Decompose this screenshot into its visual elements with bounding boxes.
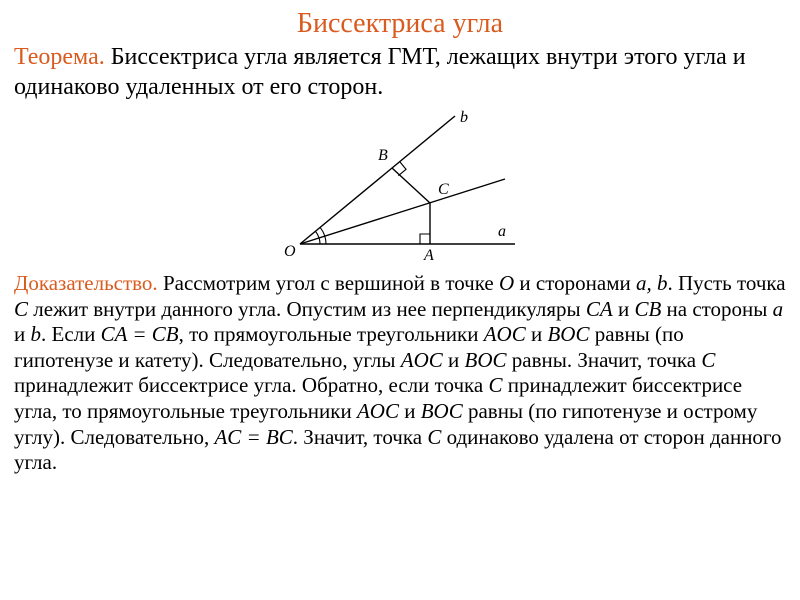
proof-fragment: . Пусть точка: [667, 271, 785, 295]
proof-fragment: и: [399, 399, 421, 423]
proof-fragment: и: [443, 348, 465, 372]
proof-fragment: . Если: [41, 322, 101, 346]
math-symbol: AOC: [357, 399, 399, 423]
proof-fragment: и: [613, 297, 635, 321]
proof-fragment: и: [526, 322, 548, 346]
page-title: Биссектриса угла: [14, 8, 786, 40]
math-symbol: BOC: [421, 399, 463, 423]
math-symbol: AC = BC: [214, 425, 292, 449]
math-symbol: BOC: [547, 322, 589, 346]
proof-fragment: принадлежит биссектрисе угла. Обратно, е…: [14, 373, 488, 397]
theorem-block: Теорема. Биссектриса угла является ГМТ, …: [14, 42, 786, 102]
theorem-text: Биссектриса угла является ГМТ, лежащих в…: [14, 44, 746, 100]
math-symbol: a: [773, 297, 784, 321]
math-symbol: C: [14, 297, 28, 321]
proof-fragment: , то прямоугольные треугольники: [179, 322, 484, 346]
svg-text:O: O: [284, 243, 296, 260]
proof-block: Доказательство. Рассмотрим угол с вершин…: [14, 271, 786, 476]
math-symbol: AOC: [401, 348, 443, 372]
math-symbol: CB: [634, 297, 661, 321]
math-symbol: b: [31, 322, 42, 346]
math-symbol: BOC: [465, 348, 507, 372]
math-symbol: CA = CB: [101, 322, 179, 346]
proof-fragment: лежит внутри данного угла. Опустим из не…: [28, 297, 586, 321]
math-symbol: CA: [586, 297, 613, 321]
figure-container: O A B Ca b: [14, 104, 786, 269]
svg-text:A: A: [423, 247, 434, 264]
math-symbol: C: [427, 425, 441, 449]
angle-bisector-figure: O A B Ca b: [270, 104, 530, 264]
proof-fragment: . Значит, точка: [293, 425, 428, 449]
svg-text:C: C: [438, 181, 449, 198]
math-symbol: a, b: [636, 271, 668, 295]
svg-text:b: b: [460, 109, 468, 126]
svg-text:a: a: [498, 223, 506, 240]
theorem-label: Теорема.: [14, 44, 105, 70]
math-symbol: C: [701, 348, 715, 372]
page: Биссектриса угла Теорема. Биссектриса уг…: [0, 0, 800, 490]
math-symbol: AOC: [484, 322, 526, 346]
proof-fragment: равны. Значит, точка: [507, 348, 702, 372]
svg-text:B: B: [378, 147, 388, 164]
math-symbol: C: [488, 373, 502, 397]
proof-label: Доказательство.: [14, 271, 158, 295]
proof-fragment: и сторонами: [514, 271, 636, 295]
proof-text: Рассмотрим угол с вершиной в точке O и с…: [14, 271, 786, 474]
proof-fragment: Рассмотрим угол с вершиной в точке: [158, 271, 499, 295]
proof-fragment: на стороны: [661, 297, 772, 321]
math-symbol: O: [499, 271, 514, 295]
proof-fragment: и: [14, 322, 31, 346]
